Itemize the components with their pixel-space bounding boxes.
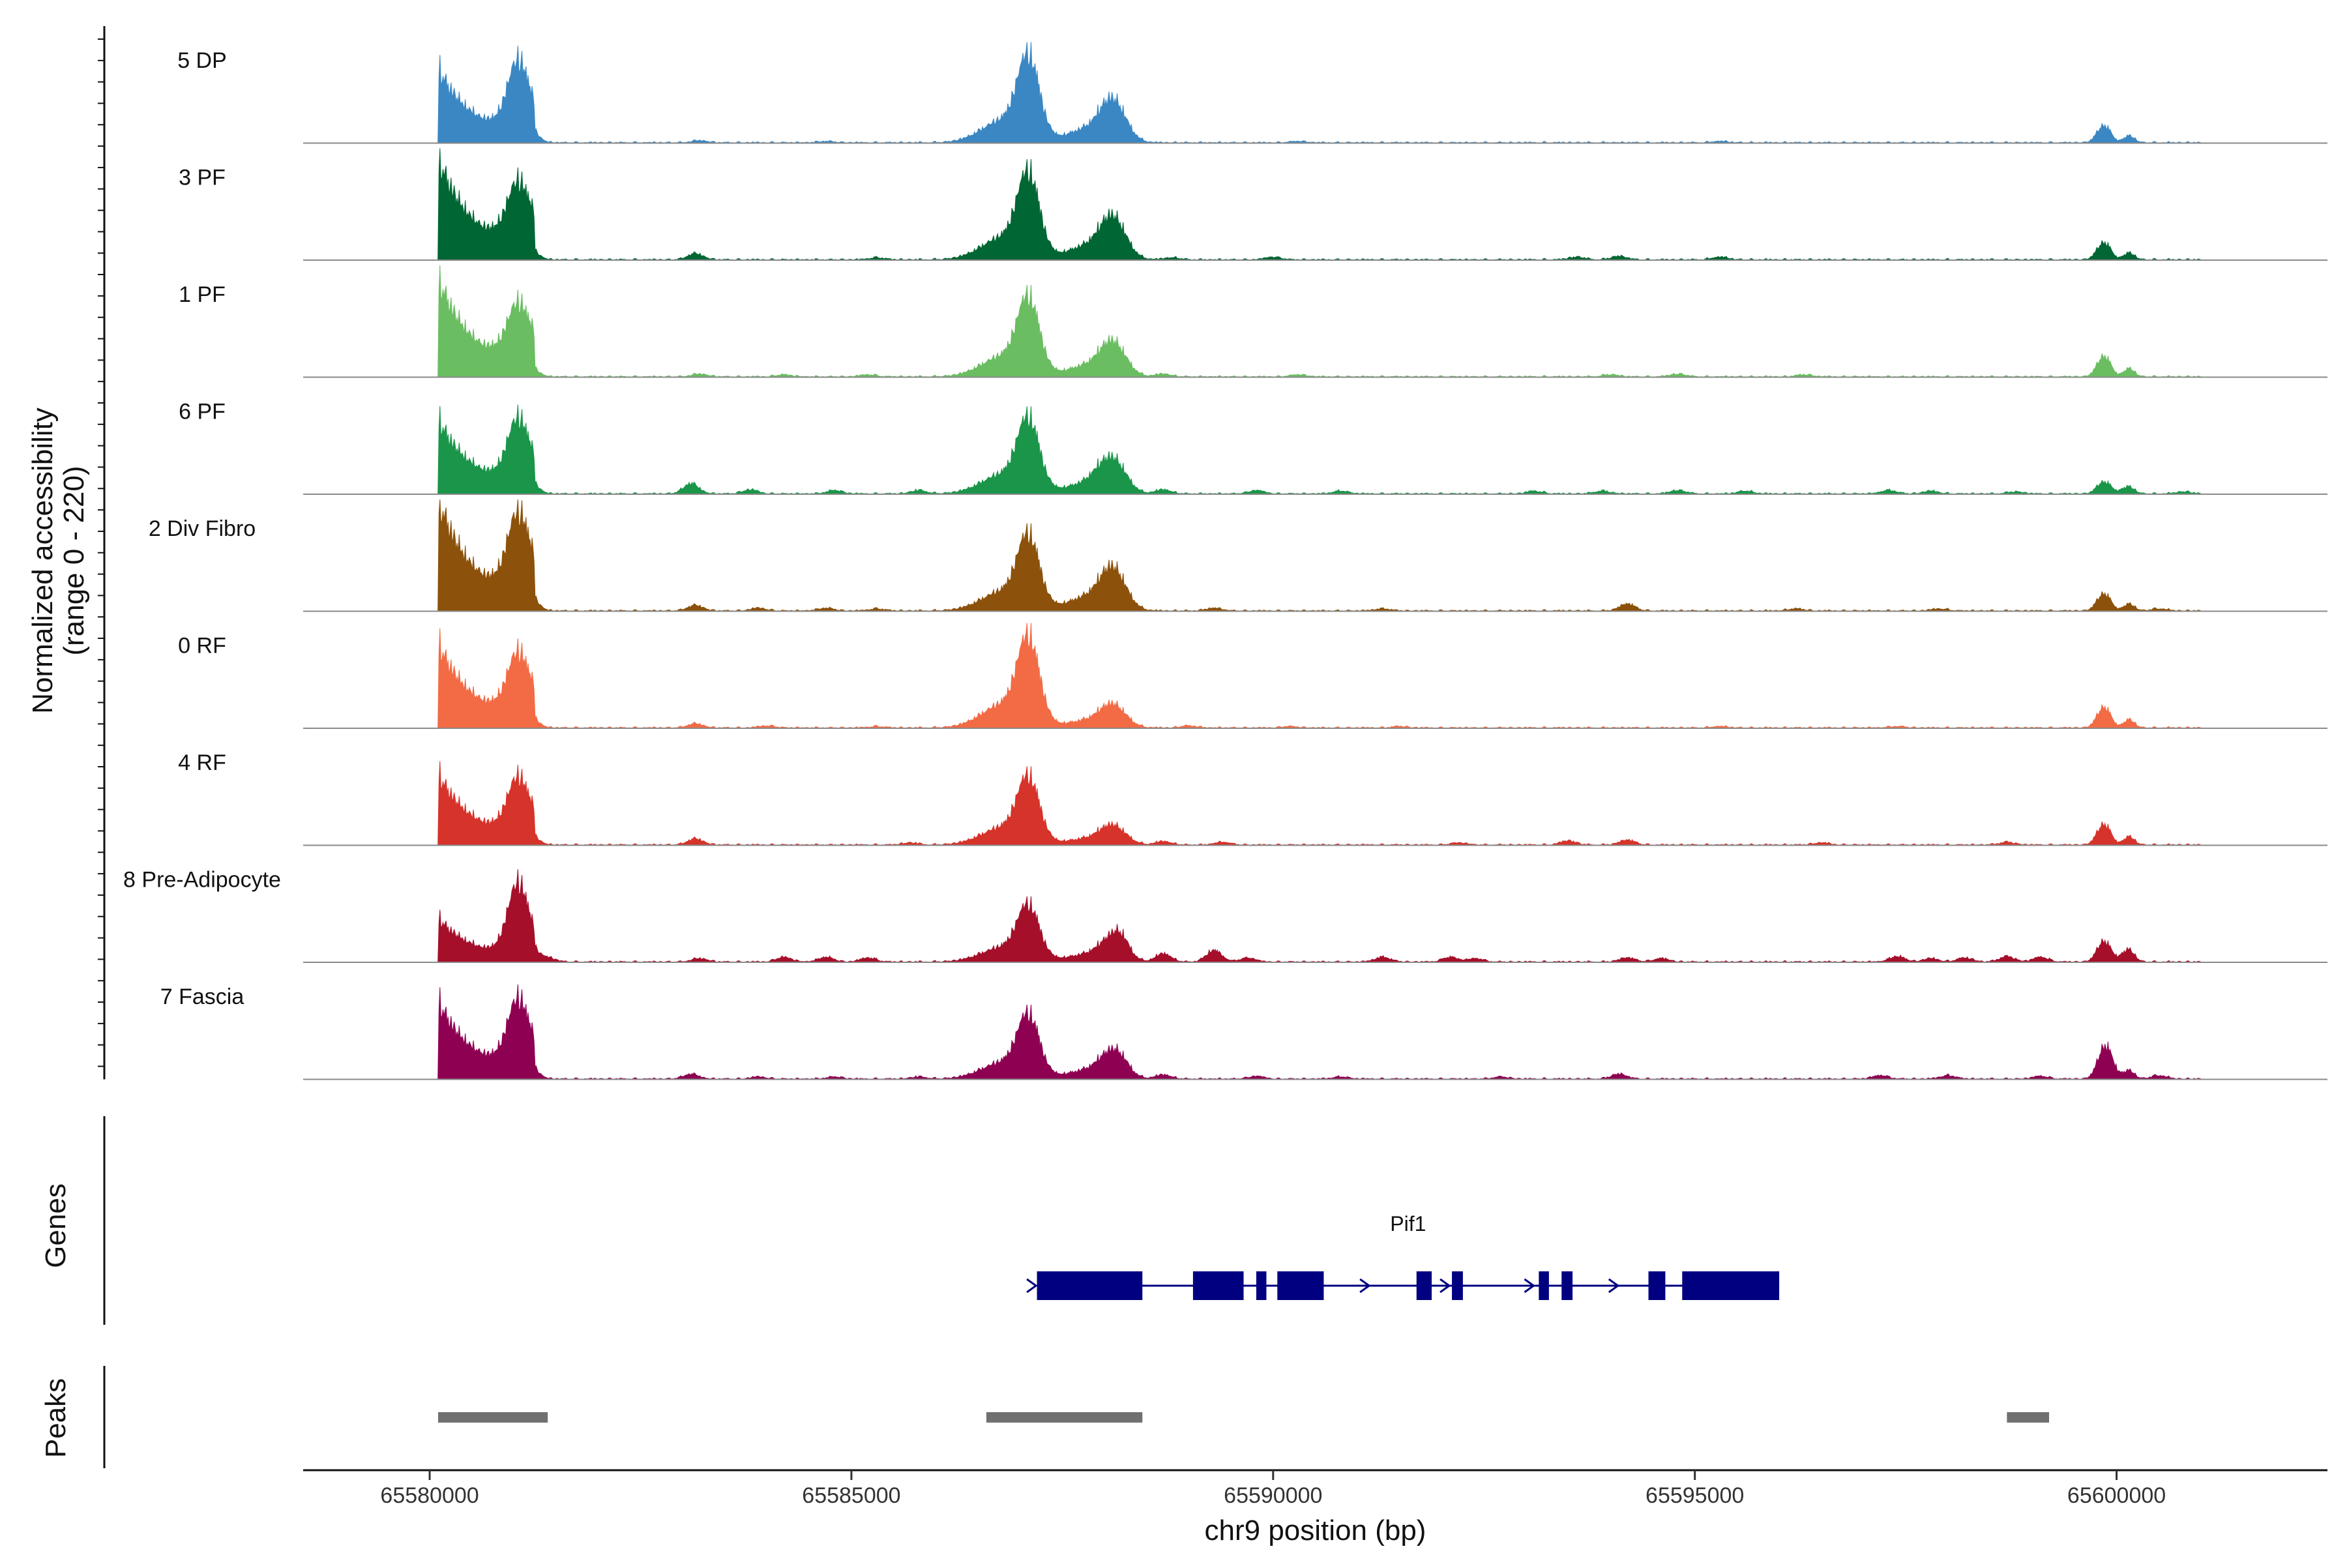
coverage-track: 2 Div Fibro xyxy=(149,499,2327,612)
track-label: 6 PF xyxy=(179,400,226,424)
coverage-track: 1 PF xyxy=(179,265,2327,378)
peak-track: Peaks xyxy=(40,1366,2050,1468)
track-label: 7 Fascia xyxy=(160,984,244,1009)
x-tick-label: 65590000 xyxy=(1224,1483,1322,1508)
coverage-area xyxy=(434,499,2202,612)
peak-region xyxy=(986,1412,1143,1423)
track-label: 1 PF xyxy=(179,282,226,307)
gene-exon xyxy=(1416,1271,1432,1300)
strand-arrow xyxy=(1026,1278,1038,1294)
gene-track: Genes Pif1 xyxy=(40,1116,1780,1325)
y-axis-title-line-1: Normalized accessibility xyxy=(27,407,59,713)
track-label: 4 RF xyxy=(178,750,226,775)
gene-exon xyxy=(1648,1271,1666,1300)
gene-exon xyxy=(1256,1271,1267,1300)
coverage-area xyxy=(434,148,2202,261)
coverage-track: 3 PF xyxy=(179,148,2327,261)
peak-region xyxy=(438,1412,548,1423)
strand-arrow xyxy=(1608,1278,1620,1294)
coverage-track: 6 PF xyxy=(179,400,2327,495)
coverage-area xyxy=(434,404,2202,495)
strand-arrow xyxy=(1439,1278,1451,1294)
gene-exon xyxy=(1682,1271,1780,1300)
coverage-track: 7 Fascia xyxy=(160,984,2327,1080)
coverage-track: 8 Pre-Adipocyte xyxy=(123,868,2327,963)
x-axis-title: chr9 position (bp) xyxy=(1205,1515,1426,1546)
genes-track-label: Genes xyxy=(40,1183,72,1268)
x-tick-label: 65580000 xyxy=(380,1483,479,1508)
gene-exon xyxy=(1561,1271,1573,1300)
coverage-track: 0 RF xyxy=(178,623,2327,729)
peaks-track-label: Peaks xyxy=(40,1378,72,1458)
coverage-area xyxy=(434,623,2202,729)
y-axis-line xyxy=(98,26,106,1080)
coverage-tracks: 5 DP 3 PF 1 PF 6 PF 2 Div Fibro 0 RF 4 RF 8 Pre… xyxy=(123,42,2327,1080)
gene-name-label: Pif1 xyxy=(1390,1212,1426,1235)
gene-exon xyxy=(1277,1271,1324,1300)
coverage-area xyxy=(434,761,2202,846)
gene-exon xyxy=(1452,1271,1463,1300)
track-label: 3 PF xyxy=(179,166,226,190)
y-axis-title-line-2: (range 0 - 220) xyxy=(58,466,90,655)
peak-region xyxy=(2007,1412,2050,1423)
strand-arrow xyxy=(1524,1278,1535,1294)
gene-exon xyxy=(1539,1271,1549,1300)
coverage-area xyxy=(434,42,2202,144)
x-axis: chr9 position (bp) 65580000 65585000 65590… xyxy=(303,1469,2327,1546)
track-label: 2 Div Fibro xyxy=(149,516,256,541)
x-tick-label: 65600000 xyxy=(2067,1483,2166,1508)
track-label: 8 Pre-Adipocyte xyxy=(123,868,281,893)
x-tick-label: 65595000 xyxy=(1646,1483,1744,1508)
coverage-track: 5 DP xyxy=(177,42,2327,144)
strand-arrow xyxy=(1359,1278,1371,1294)
x-tick-label: 65585000 xyxy=(802,1483,900,1508)
coverage-area xyxy=(434,265,2202,378)
track-label: 0 RF xyxy=(178,634,226,658)
coverage-track: 4 RF xyxy=(178,750,2327,846)
coverage-area xyxy=(434,984,2202,1080)
gene-exon xyxy=(1192,1271,1244,1300)
coverage-area xyxy=(434,869,2202,963)
track-label: 5 DP xyxy=(177,48,227,73)
gene-exon xyxy=(1037,1271,1143,1300)
y-axis-title: Normalized accessibility (range 0 - 220) xyxy=(27,407,90,713)
